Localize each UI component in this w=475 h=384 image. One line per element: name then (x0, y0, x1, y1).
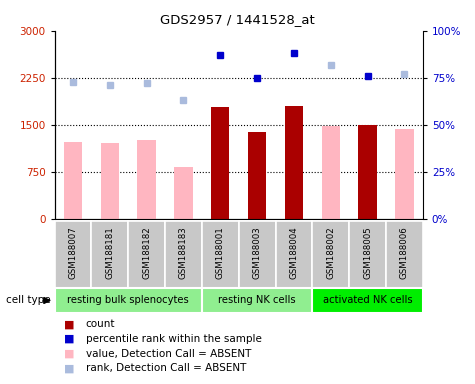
Text: GSM188183: GSM188183 (179, 226, 188, 279)
Text: GSM188005: GSM188005 (363, 226, 372, 279)
Bar (238, 221, 276, 288)
Bar (128, 221, 165, 288)
Text: percentile rank within the sample: percentile rank within the sample (86, 334, 261, 344)
Text: value, Detection Call = ABSENT: value, Detection Call = ABSENT (86, 349, 251, 359)
Bar (137, 140, 156, 219)
Text: activated NK cells: activated NK cells (323, 295, 412, 306)
Bar (395, 129, 414, 219)
Bar (165, 221, 202, 288)
Bar (211, 107, 229, 219)
Bar (55, 221, 91, 288)
Text: rank, Detection Call = ABSENT: rank, Detection Call = ABSENT (86, 363, 246, 373)
Text: GSM188007: GSM188007 (68, 226, 77, 279)
Bar (202, 221, 238, 288)
Text: GSM188002: GSM188002 (326, 226, 335, 279)
Text: GSM188004: GSM188004 (289, 226, 298, 279)
Bar (55, 288, 202, 313)
Bar (285, 106, 303, 219)
Bar (313, 221, 349, 288)
Text: ■: ■ (64, 363, 75, 373)
Bar (349, 221, 386, 288)
Bar (322, 126, 340, 219)
Bar (386, 221, 423, 288)
Bar (358, 126, 377, 219)
Bar (174, 167, 193, 219)
Text: ■: ■ (64, 319, 75, 329)
Text: GSM188182: GSM188182 (142, 226, 151, 279)
Bar (276, 221, 313, 288)
Text: cell type: cell type (6, 295, 50, 306)
Text: GSM188003: GSM188003 (253, 226, 262, 279)
Bar (101, 143, 119, 219)
Bar (64, 142, 82, 219)
Bar (202, 288, 313, 313)
Bar (91, 221, 128, 288)
Bar (313, 288, 423, 313)
Text: ■: ■ (64, 334, 75, 344)
Text: GSM188006: GSM188006 (400, 226, 409, 279)
Text: count: count (86, 319, 115, 329)
Text: GSM188181: GSM188181 (105, 226, 114, 279)
Text: GSM188001: GSM188001 (216, 226, 225, 279)
Bar (248, 132, 266, 219)
Text: ■: ■ (64, 349, 75, 359)
Text: resting bulk splenocytes: resting bulk splenocytes (67, 295, 189, 306)
Text: resting NK cells: resting NK cells (218, 295, 296, 306)
Text: GDS2957 / 1441528_at: GDS2957 / 1441528_at (160, 13, 315, 26)
